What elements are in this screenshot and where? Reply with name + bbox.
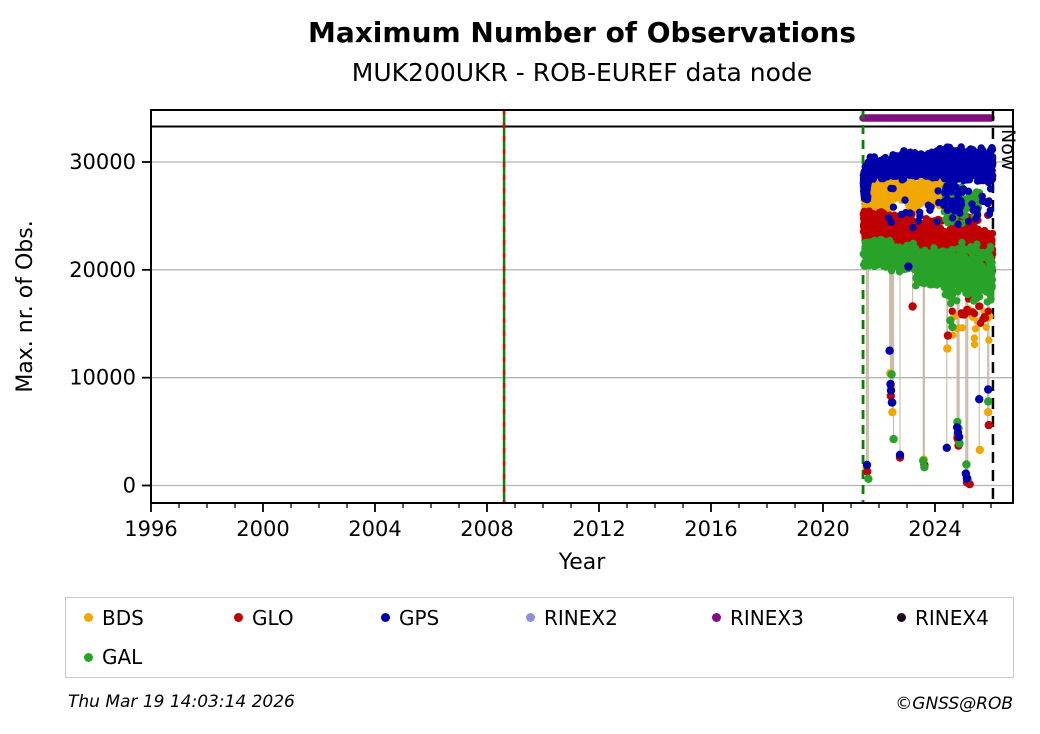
legend-item-gps: GPS (381, 606, 526, 630)
x-axis: 1996 2000 2004 2008 2012 2016 2020 2024 Year (124, 503, 992, 575)
svg-text:2008: 2008 (460, 517, 513, 541)
legend-label: BDS (102, 605, 144, 630)
svg-text:10000: 10000 (69, 366, 136, 390)
svg-text:2004: 2004 (348, 517, 401, 541)
legend-item-rinex4: RINEX4 (897, 606, 1013, 630)
y-axis: 0 10000 20000 30000 Max. nr. of Obs. (13, 150, 151, 498)
axes-frame (150, 109, 1014, 504)
x-axis-label: Year (558, 550, 607, 575)
y-axis-label: Max. nr. of Obs. (13, 220, 38, 392)
svg-text:2000: 2000 (236, 517, 289, 541)
gal-legend-marker-icon (84, 652, 93, 662)
legend-label: GLO (252, 605, 294, 630)
timestamp: Thu Mar 19 14:03:14 2026 (68, 692, 295, 712)
svg-text:20000: 20000 (69, 258, 136, 282)
legend-label: RINEX2 (544, 605, 618, 630)
legend-label: GAL (102, 645, 143, 670)
now-label: Now (997, 129, 1019, 170)
legend-label: RINEX4 (915, 605, 989, 630)
svg-text:0: 0 (123, 474, 136, 498)
series-gps (859, 143, 997, 483)
bds-legend-marker-icon (84, 613, 93, 623)
legend-item-bds: BDS (84, 606, 234, 630)
rinex3-legend-marker-icon (712, 613, 721, 623)
gps-legend-marker-icon (381, 613, 390, 623)
rinex2-legend-marker-icon (526, 613, 535, 623)
svg-text:2024: 2024 (908, 517, 961, 541)
credit: ©GNSS@ROB (895, 694, 1013, 714)
glo-legend-marker-icon (234, 613, 243, 623)
legend-item-gal: GAL (84, 645, 234, 669)
svg-text:2016: 2016 (684, 517, 737, 541)
rinex4-legend-marker-icon (897, 613, 906, 623)
legend-item-rinex2: RINEX2 (526, 606, 712, 630)
page-title: Maximum Number of Observations (307, 16, 857, 49)
legend-label: RINEX3 (730, 605, 804, 630)
svg-text:30000: 30000 (69, 150, 136, 174)
svg-text:2020: 2020 (796, 517, 849, 541)
availability-strip (151, 114, 1013, 128)
svg-text:2012: 2012 (572, 517, 625, 541)
legend-box: BDS GLO GPS RINEX2 RINEX3 RINEX4 GAL (65, 597, 1014, 678)
legend-item-rinex3: RINEX3 (712, 606, 897, 630)
svg-text:1996: 1996 (124, 517, 177, 541)
chart-canvas: Now 1996 2000 2004 2008 2012 2016 2020 2024 Year 0… (13, 109, 1019, 575)
page-subtitle: MUK200UKR - ROB-EUREF data node (351, 58, 813, 87)
legend-item-glo: GLO (234, 606, 381, 630)
legend-label: GPS (399, 605, 440, 630)
